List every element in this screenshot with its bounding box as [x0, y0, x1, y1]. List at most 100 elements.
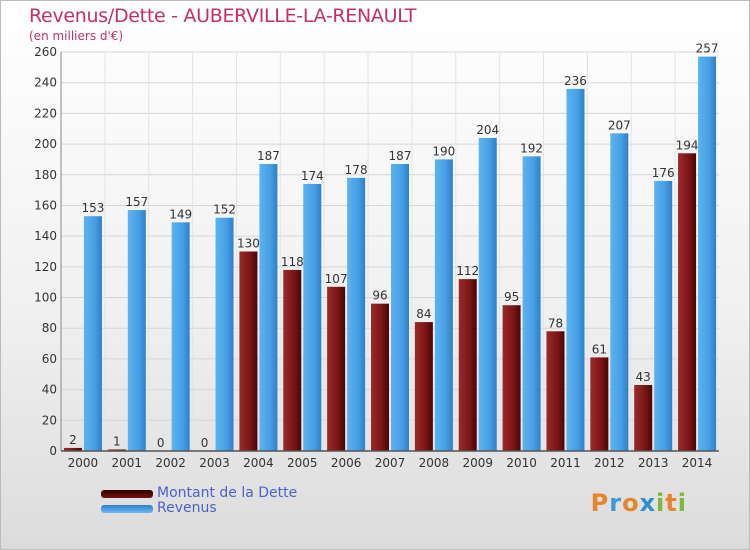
- bar-dette-2008: [414, 322, 433, 451]
- data-label-dette-2009: 112: [456, 264, 479, 278]
- x-tick-label-2012: 2012: [594, 456, 625, 470]
- y-tick-label-200: 200: [34, 137, 57, 151]
- x-tick-label-2005: 2005: [287, 456, 318, 470]
- y-tick-label-20: 20: [42, 413, 57, 427]
- logo-letter: r: [609, 489, 623, 517]
- bar-revenus-2006: [347, 177, 366, 452]
- data-label-revenus-2003: 152: [213, 203, 236, 217]
- bar-revenus-2014: [698, 56, 717, 451]
- data-label-dette-2000: 2: [69, 433, 77, 447]
- data-label-dette-2004: 130: [237, 237, 260, 251]
- bar-dette-2009: [458, 279, 477, 451]
- legend-label-dette: Montant de la Dette: [157, 485, 298, 501]
- data-label-revenus-2002: 149: [169, 207, 192, 221]
- logo-letter: t: [665, 489, 678, 517]
- bar-dette-2000: [63, 447, 82, 451]
- data-label-revenus-2011: 236: [564, 74, 587, 88]
- bar-revenus-2000: [83, 216, 102, 451]
- y-tick-label-160: 160: [34, 198, 57, 212]
- x-tick-label-2010: 2010: [506, 456, 537, 470]
- x-tick-label-2007: 2007: [375, 456, 406, 470]
- chart-title: Revenus/Dette - AUBERVILLE-LA-RENAULT: [29, 5, 417, 27]
- legend-swatch-revenus: [101, 505, 153, 513]
- chart-subtitle: (en milliers d'€): [29, 29, 124, 43]
- x-tick-label-2013: 2013: [638, 456, 669, 470]
- bar-revenus-2012: [610, 133, 629, 452]
- data-label-dette-2011: 78: [548, 316, 563, 330]
- data-label-revenus-2001: 157: [125, 195, 148, 209]
- bar-dette-2013: [634, 385, 653, 451]
- data-label-revenus-2010: 192: [520, 141, 543, 155]
- bar-revenus-2002: [171, 222, 190, 451]
- bar-revenus-2009: [478, 137, 497, 451]
- data-label-dette-2013: 43: [636, 370, 651, 384]
- y-tick-label-260: 260: [34, 45, 57, 59]
- x-tick-label-2006: 2006: [331, 456, 362, 470]
- data-label-revenus-2008: 190: [432, 144, 455, 158]
- bar-revenus-2011: [566, 88, 585, 451]
- data-label-dette-2001: 1: [113, 434, 121, 448]
- data-label-dette-2006: 107: [325, 272, 348, 286]
- legend-swatch-dette: [101, 490, 153, 498]
- data-label-revenus-2005: 174: [301, 169, 324, 183]
- x-tick-label-2003: 2003: [199, 456, 230, 470]
- x-tick-label-2002: 2002: [155, 456, 186, 470]
- y-tick-label-240: 240: [34, 76, 57, 90]
- bar-dette-2001: [107, 449, 126, 451]
- bar-revenus-2005: [303, 183, 322, 451]
- bar-dette-2010: [502, 305, 521, 451]
- bar-revenus-2010: [522, 156, 541, 451]
- bar-dette-2006: [327, 286, 346, 451]
- y-tick-label-80: 80: [42, 321, 57, 335]
- y-tick-label-140: 140: [34, 229, 57, 243]
- data-label-dette-2002: 0: [157, 436, 165, 450]
- bar-dette-2011: [546, 331, 565, 451]
- y-tick-label-40: 40: [42, 383, 57, 397]
- data-label-revenus-2007: 187: [389, 149, 412, 163]
- data-label-dette-2007: 96: [372, 289, 387, 303]
- data-label-dette-2003: 0: [201, 436, 209, 450]
- bar-revenus-2004: [259, 164, 278, 451]
- x-tick-label-2008: 2008: [419, 456, 450, 470]
- legend-label-revenus: Revenus: [157, 500, 217, 516]
- data-label-dette-2012: 61: [592, 342, 607, 356]
- y-tick-label-0: 0: [49, 444, 57, 458]
- logo-letter: i: [677, 489, 687, 517]
- bar-revenus-2007: [391, 164, 409, 451]
- data-label-revenus-2013: 176: [652, 166, 675, 180]
- data-label-dette-2008: 84: [416, 307, 431, 321]
- y-tick-label-180: 180: [34, 168, 57, 182]
- x-tick-label-2011: 2011: [550, 456, 581, 470]
- logo-letter: P: [590, 489, 610, 517]
- data-label-revenus-2006: 178: [345, 163, 368, 177]
- bar-revenus-2008: [434, 159, 453, 451]
- y-tick-label-220: 220: [34, 106, 57, 120]
- data-label-dette-2010: 95: [504, 290, 519, 304]
- bar-dette-2014: [678, 153, 697, 452]
- x-tick-label-2004: 2004: [243, 456, 274, 470]
- logo-letter: x: [639, 489, 657, 517]
- data-label-revenus-2009: 204: [476, 123, 499, 137]
- bar-dette-2012: [590, 357, 609, 451]
- bar-revenus-2013: [654, 180, 673, 451]
- logo-letter: i: [656, 489, 666, 517]
- x-tick-label-2009: 2009: [462, 456, 493, 470]
- data-label-dette-2005: 118: [281, 255, 304, 269]
- data-label-dette-2014: 194: [676, 138, 699, 152]
- bar-dette-2004: [239, 251, 258, 451]
- x-tick-label-2000: 2000: [68, 456, 99, 470]
- bar-revenus-2003: [215, 217, 234, 451]
- data-label-revenus-2004: 187: [257, 149, 280, 163]
- proxiti-logo: Proxiti: [591, 489, 687, 517]
- logo-letter: o: [622, 489, 640, 517]
- bar-dette-2007: [371, 303, 389, 451]
- bar-dette-2005: [283, 269, 302, 451]
- y-tick-label-100: 100: [34, 291, 57, 305]
- data-label-revenus-2000: 153: [81, 201, 104, 215]
- y-tick-label-60: 60: [42, 352, 57, 366]
- bar-revenus-2001: [127, 210, 146, 451]
- data-label-revenus-2012: 207: [608, 118, 631, 132]
- x-tick-label-2014: 2014: [682, 456, 713, 470]
